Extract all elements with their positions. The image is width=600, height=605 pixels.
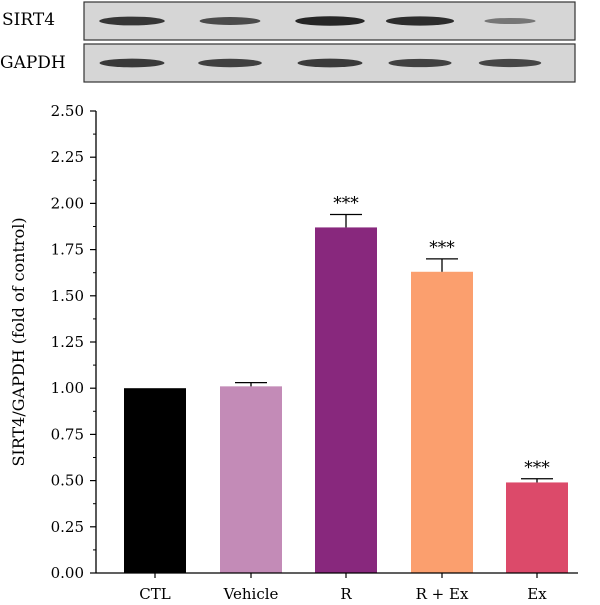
- y-tick-label: 1.75: [51, 241, 84, 259]
- y-tick-label: 2.25: [51, 148, 84, 166]
- y-tick-label: 0.50: [51, 472, 84, 490]
- blot-label-sirt4: SIRT4: [2, 10, 55, 30]
- sirt4-band: [99, 16, 165, 26]
- significance-label: ***: [524, 458, 550, 478]
- bar: [124, 388, 186, 573]
- category-label: R: [340, 585, 352, 603]
- category-label: R + Ex: [416, 585, 469, 603]
- gapdh-band: [297, 58, 363, 68]
- significance-label: ***: [429, 238, 455, 258]
- gapdh-band: [388, 58, 452, 68]
- y-tick-label: 1.00: [51, 379, 84, 397]
- category-label: Ex: [527, 585, 547, 603]
- y-tick-label: 0.25: [51, 518, 84, 536]
- sirt4-band: [199, 17, 261, 25]
- blot-label-gapdh: GAPDH: [0, 53, 66, 73]
- gapdh-bands: [99, 58, 542, 68]
- gapdh-band: [198, 58, 262, 68]
- category-label: CTL: [139, 585, 170, 603]
- category-label: Vehicle: [223, 585, 279, 603]
- y-axis-ticks: 0.00 0.25 0.50 0.75 1.00 1.25 1.50 1.75 2.00 2.25…: [51, 102, 96, 582]
- bars: [124, 227, 568, 573]
- gapdh-band: [99, 58, 165, 68]
- western-blot-panel: SIRT4 GAPDH: [0, 1, 576, 83]
- y-tick-label: 0.00: [51, 564, 84, 582]
- y-tick-label: 2.50: [51, 102, 84, 120]
- y-tick-label: 1.50: [51, 287, 84, 305]
- y-tick-label: 1.25: [51, 333, 84, 351]
- bar-chart: SIRT4/GAPDH (fold of control) 0.000.250.…: [9, 102, 578, 603]
- bar: [220, 386, 282, 573]
- bar: [506, 482, 568, 573]
- y-tick-label: 0.75: [51, 425, 84, 443]
- bar: [315, 227, 377, 573]
- sirt4-band: [295, 16, 365, 26]
- bar: [411, 271, 473, 573]
- significance-label: ***: [333, 193, 359, 213]
- sirt4-band: [385, 16, 455, 26]
- sirt4-bands: [99, 16, 536, 26]
- category-labels: CTL Vehicle R R + Ex Ex: [139, 573, 547, 603]
- significance-labels: *** *** ***: [333, 193, 550, 477]
- y-axis-title: SIRT4/GAPDH (fold of control): [9, 217, 28, 466]
- gapdh-band: [478, 58, 542, 68]
- error-bars: [235, 213, 553, 483]
- sirt4-band: [484, 17, 536, 25]
- y-tick-label: 2.00: [51, 194, 84, 212]
